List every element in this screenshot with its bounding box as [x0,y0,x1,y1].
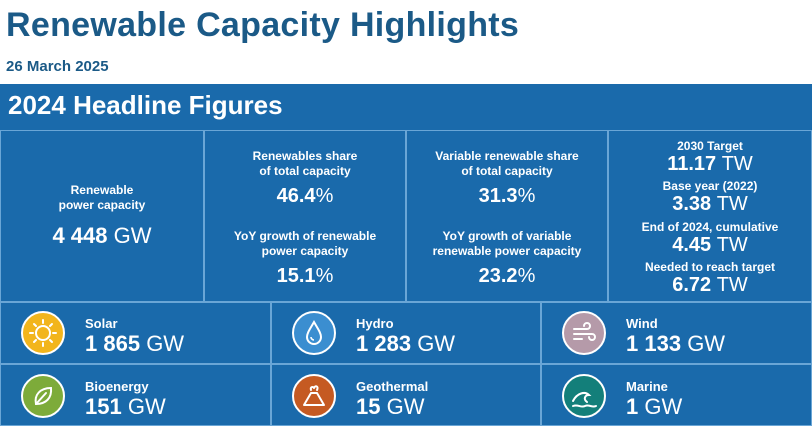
tech-name: Geothermal [356,379,429,394]
target-value-line: 6.72 TW [672,274,748,296]
target-value-line: 4.45 TW [672,234,748,256]
share-unit: % [315,185,334,207]
growth-value: 15.1 [276,265,316,287]
variable-share-value: 31.3 [478,185,518,207]
water-drop-icon [292,311,336,355]
variable-growth-label-line2: renewable power capacity [432,244,582,258]
target-base-year: Base year (2022) 3.38 TW [609,176,811,218]
tech-tile-wind: Wind 1 133 GW [541,302,812,364]
tech-name: Solar [85,316,118,331]
target-needed: Needed to reach target 6.72 TW [609,258,811,298]
tech-value: 151 [85,394,122,419]
tech-tile-marine: Marine 1 GW [541,364,812,426]
tech-unit: GW [146,331,185,356]
tech-value-line: 151 GW [85,394,166,420]
tech-value-line: 1 133 GW [626,331,725,357]
tech-value-line: 1 865 GW [85,331,184,357]
tech-value: 1 133 [626,331,682,356]
volcano-icon [292,374,336,418]
target-value-line: 3.38 TW [672,193,748,215]
tech-value: 1 865 [85,331,141,356]
variable-share-value-line: 31.3% [479,185,536,208]
sun-icon [21,311,65,355]
tech-name: Bioenergy [85,379,149,394]
target-unit: TW [721,153,753,175]
tech-value: 1 [626,394,639,419]
share-label-line2: of total capacity [259,164,351,178]
target-label: Needed to reach target [644,260,776,274]
tech-unit: GW [687,331,726,356]
variable-growth-unit: % [517,265,536,287]
share-value: 46.4 [276,185,316,207]
target-label: 2030 Target [677,139,743,153]
growth-label-line1: YoY growth of renewable [233,229,377,243]
page-title: Renewable Capacity Highlights [6,6,520,44]
tech-tile-hydro: Hydro 1 283 GW [271,302,541,364]
target-value: 3.38 [672,193,712,215]
share-card: Renewables share of total capacity 46.4%… [204,130,406,302]
target-value: 6.72 [672,274,712,296]
target-cumulative: End of 2024, cumulative 4.45 TW [609,218,811,258]
tech-unit: GW [644,394,683,419]
target-unit: TW [716,274,748,296]
wave-icon [562,374,606,418]
tech-tile-bioenergy: Bioenergy 151 GW [0,364,271,426]
share-label-line1: Renewables share [252,149,358,163]
target-unit: TW [716,234,748,256]
growth-unit: % [315,265,334,287]
target-value: 4.45 [672,234,712,256]
target-label: Base year (2022) [662,179,758,193]
variable-share-label-line2: of total capacity [461,164,553,178]
publication-date: 26 March 2025 [6,58,109,75]
target-unit: TW [716,193,748,215]
variable-share-label-line1: Variable renewable share [435,149,579,163]
leaf-icon [21,374,65,418]
wind-icon [562,311,606,355]
variable-growth-label-line1: YoY growth of variable [442,229,572,243]
tech-name: Marine [626,379,668,394]
capacity-card: Renewable power capacity 4 448 GW [0,130,204,302]
share-value-line: 46.4% [277,185,334,208]
tech-unit: GW [127,394,166,419]
capacity-value: 4 448 [52,223,108,248]
target-label: End of 2024, cumulative [641,220,779,234]
growth-label-line2: power capacity [261,244,349,258]
capacity-unit: GW [113,223,152,248]
capacity-label-line2: power capacity [58,198,146,212]
tech-value: 15 [356,394,381,419]
tech-value-line: 1 283 GW [356,331,455,357]
variable-share-unit: % [517,185,536,207]
tech-value: 1 283 [356,331,412,356]
variable-card: Variable renewable share of total capaci… [406,130,608,302]
tech-name: Wind [626,316,658,331]
tech-unit: GW [386,394,425,419]
section-title: 2024 Headline Figures [8,90,283,120]
variable-growth-value: 23.2 [478,265,518,287]
target-card: 2030 Target 11.17 TW Base year (2022) 3.… [608,130,812,302]
variable-growth-value-line: 23.2% [479,265,536,288]
tech-value-line: 15 GW [356,394,425,420]
capacity-value-line: 4 448 GW [52,223,151,249]
tech-tile-geothermal: Geothermal 15 GW [271,364,541,426]
growth-value-line: 15.1% [277,265,334,288]
capacity-label-line1: Renewable [70,183,134,197]
target-value-line: 11.17 TW [667,153,753,175]
tech-value-line: 1 GW [626,394,682,420]
target-value: 11.17 [667,153,717,175]
target-2030: 2030 Target 11.17 TW [609,138,811,176]
tech-name: Hydro [356,316,394,331]
tech-tile-solar: Solar 1 865 GW [0,302,271,364]
tech-unit: GW [417,331,456,356]
